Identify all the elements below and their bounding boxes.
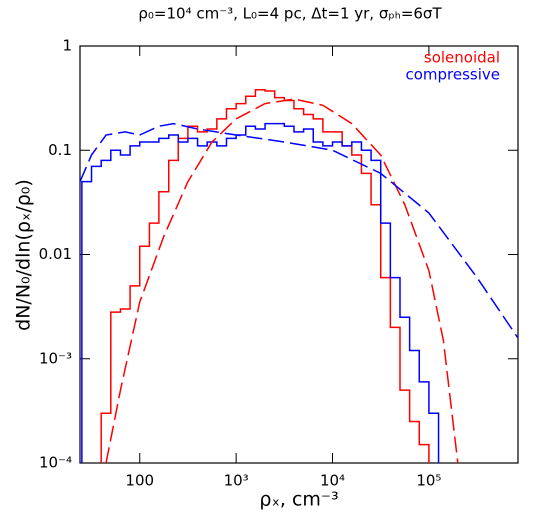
x-axis-label: ρₓ, cm⁻³	[259, 489, 338, 511]
x-tick-label: 10³	[224, 472, 249, 490]
y-tick-label: 10⁻⁴	[39, 454, 72, 472]
y-tick-label: 10⁻³	[39, 349, 72, 367]
dashed-curve	[80, 122, 518, 338]
dashed-curve	[105, 98, 459, 463]
y-axis-label: dN/N₀/dln(ρₓ/ρ₀)	[13, 179, 35, 331]
legend-label: solenoidal	[424, 49, 500, 67]
chart-title: ρ₀=10⁴ cm⁻³, L₀=4 pc, Δt=1 yr, σₚₕ=6σT	[138, 5, 442, 23]
x-tick-label: 10⁵	[416, 472, 441, 490]
legend-label: compressive	[405, 66, 500, 84]
y-tick-label: 0.01	[39, 245, 72, 263]
y-tick-label: 0.1	[48, 141, 72, 159]
x-tick-label: 100	[125, 472, 154, 490]
x-tick-label: 10⁴	[320, 472, 345, 490]
histogram-step	[81, 122, 440, 463]
histogram-step	[100, 89, 430, 463]
y-tick-label: 1	[62, 37, 72, 55]
